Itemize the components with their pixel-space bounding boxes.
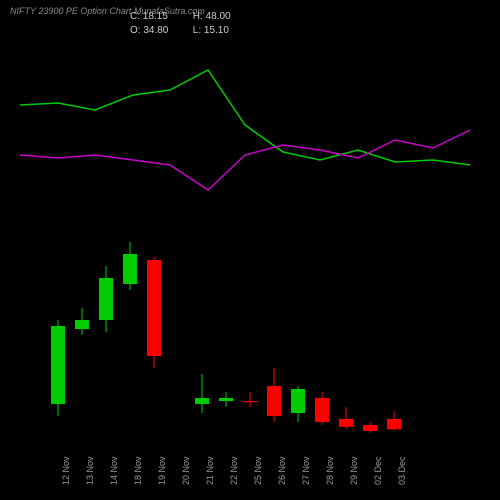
x-axis-tick-label: 20 Nov bbox=[181, 456, 191, 485]
x-axis-tick-label: 18 Nov bbox=[133, 456, 143, 485]
x-axis-tick-label: 03 Dec bbox=[397, 456, 407, 485]
x-axis-tick-label: 28 Nov bbox=[325, 456, 335, 485]
x-axis-tick-label: 22 Nov bbox=[229, 456, 239, 485]
chart-svg bbox=[0, 0, 500, 500]
chart-container: NIFTY 23900 PE Option Chart MunafaSutra.… bbox=[0, 0, 500, 500]
x-axis-tick-label: 13 Nov bbox=[85, 456, 95, 485]
x-axis-tick-label: 19 Nov bbox=[157, 456, 167, 485]
x-axis-tick-label: 12 Nov bbox=[61, 456, 71, 485]
x-axis-tick-label: 25 Nov bbox=[253, 456, 263, 485]
x-axis-tick-label: 02 Dec bbox=[373, 456, 383, 485]
x-axis-tick-label: 27 Nov bbox=[301, 456, 311, 485]
x-axis-tick-label: 14 Nov bbox=[109, 456, 119, 485]
x-axis-tick-label: 26 Nov bbox=[277, 456, 287, 485]
x-axis-tick-label: 29 Nov bbox=[349, 456, 359, 485]
x-axis-tick-label: 21 Nov bbox=[205, 456, 215, 485]
